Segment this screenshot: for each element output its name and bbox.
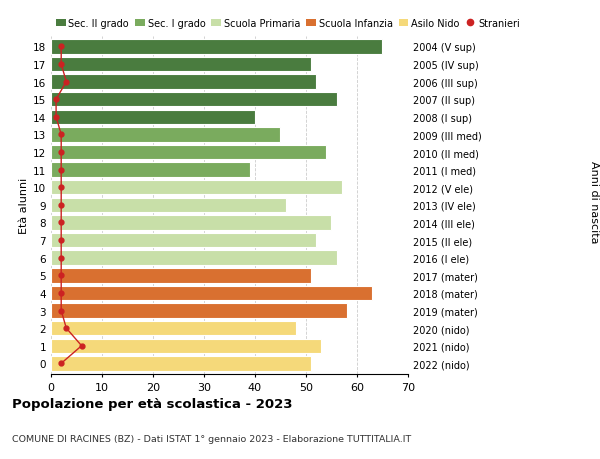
Bar: [51, 198, 286, 213]
Bar: [51, 181, 341, 195]
Y-axis label: Età alunni: Età alunni: [19, 177, 29, 234]
Bar: [51, 75, 316, 90]
Bar: [51, 269, 311, 283]
Bar: [51, 339, 322, 353]
Bar: [51, 356, 311, 371]
Bar: [51, 40, 383, 55]
Bar: [51, 286, 372, 301]
Text: COMUNE DI RACINES (BZ) - Dati ISTAT 1° gennaio 2023 - Elaborazione TUTTITALIA.IT: COMUNE DI RACINES (BZ) - Dati ISTAT 1° g…: [12, 434, 411, 443]
Text: Popolazione per età scolastica - 2023: Popolazione per età scolastica - 2023: [12, 397, 293, 410]
Bar: [51, 163, 250, 178]
Bar: [51, 58, 311, 72]
Bar: [51, 251, 337, 265]
Bar: [51, 233, 316, 248]
Bar: [51, 93, 337, 107]
Bar: [51, 128, 280, 142]
Bar: [51, 216, 331, 230]
Text: Anni di nascita: Anni di nascita: [589, 161, 599, 243]
Bar: [51, 146, 326, 160]
Bar: [51, 321, 296, 336]
Bar: [51, 110, 255, 125]
Bar: [51, 303, 347, 318]
Legend: Sec. II grado, Sec. I grado, Scuola Primaria, Scuola Infanzia, Asilo Nido, Stran: Sec. II grado, Sec. I grado, Scuola Prim…: [56, 18, 520, 28]
